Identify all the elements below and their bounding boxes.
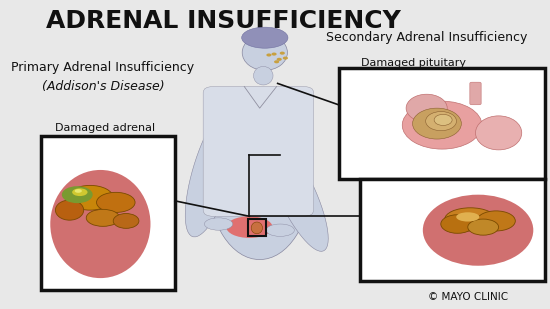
Ellipse shape (412, 108, 461, 139)
Ellipse shape (251, 222, 262, 234)
Polygon shape (185, 103, 241, 237)
Circle shape (266, 53, 272, 57)
Ellipse shape (254, 66, 273, 85)
Circle shape (274, 60, 279, 63)
Text: (Addison's Disease): (Addison's Disease) (42, 80, 164, 93)
Circle shape (277, 58, 282, 61)
Bar (360, 179, 545, 281)
Ellipse shape (444, 208, 496, 231)
Ellipse shape (75, 189, 82, 193)
Ellipse shape (62, 186, 92, 203)
Ellipse shape (50, 170, 151, 278)
Ellipse shape (441, 215, 474, 233)
Ellipse shape (86, 210, 120, 226)
Text: Damaged pituitary: Damaged pituitary (361, 58, 466, 68)
Ellipse shape (266, 224, 294, 236)
Text: © MAYO CLINIC: © MAYO CLINIC (428, 292, 508, 302)
Ellipse shape (97, 192, 135, 213)
Ellipse shape (208, 99, 311, 260)
Ellipse shape (468, 219, 499, 235)
Ellipse shape (406, 94, 447, 122)
Ellipse shape (477, 211, 515, 231)
Text: Normal adrenal: Normal adrenal (404, 162, 491, 172)
Ellipse shape (242, 35, 288, 70)
Text: Primary Adrenal Insufficiency: Primary Adrenal Insufficiency (12, 61, 195, 74)
Bar (41, 136, 175, 290)
Bar (339, 68, 545, 179)
Bar (248, 219, 266, 236)
Circle shape (280, 52, 285, 55)
Circle shape (272, 53, 277, 56)
Ellipse shape (56, 200, 84, 220)
Text: Secondary Adrenal Insufficiency: Secondary Adrenal Insufficiency (326, 31, 527, 44)
Text: Damaged adrenal: Damaged adrenal (56, 123, 156, 133)
Ellipse shape (241, 27, 288, 48)
Ellipse shape (426, 112, 456, 131)
Ellipse shape (423, 195, 534, 266)
Ellipse shape (72, 188, 87, 196)
Text: ADRENAL INSUFFICIENCY: ADRENAL INSUFFICIENCY (46, 9, 402, 33)
Circle shape (283, 57, 288, 60)
Polygon shape (263, 132, 328, 251)
Ellipse shape (434, 114, 452, 125)
Ellipse shape (476, 116, 522, 150)
Ellipse shape (456, 212, 480, 222)
Ellipse shape (67, 185, 113, 210)
Ellipse shape (205, 218, 233, 230)
Ellipse shape (402, 101, 482, 149)
Ellipse shape (113, 214, 139, 228)
Ellipse shape (226, 216, 272, 238)
FancyBboxPatch shape (470, 82, 481, 105)
FancyBboxPatch shape (203, 87, 314, 216)
